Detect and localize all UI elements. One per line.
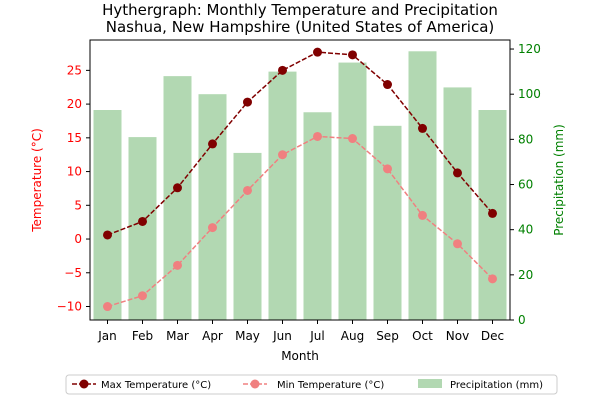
left-axis-label: Temperature (°C) (30, 128, 44, 233)
max-temp-point-jul (313, 47, 322, 57)
max-temp-point-may (243, 97, 252, 107)
min-temp-point-may (243, 185, 252, 195)
min-temp-point-oct (418, 210, 427, 220)
max-temp-point-oct (418, 123, 427, 133)
month-tick-label: Dec (481, 329, 504, 343)
precip-tick-label: 0 (518, 313, 526, 327)
legend-max-temp-label: Max Temperature (°C) (101, 380, 211, 391)
plot-frame (89, 39, 511, 321)
month-tick-label: Aug (341, 329, 364, 343)
month-tick-label: May (235, 329, 260, 343)
month-tick-label: Mar (166, 329, 189, 343)
max-temp-point-jan (103, 230, 112, 240)
x-axis-label: Month (281, 349, 319, 363)
month-tick-label: Sep (376, 329, 399, 343)
legend-max-temp-marker (79, 379, 89, 389)
temp-tick-label: 25 (67, 63, 82, 77)
min-temp-point-jun (278, 150, 287, 160)
max-temp-point-nov (453, 168, 462, 178)
precip-tick-label: 100 (518, 87, 541, 101)
precip-bar-nov (443, 87, 472, 320)
precip-bar-jun (268, 71, 297, 320)
max-temp-point-feb (138, 216, 147, 226)
precip-bar-may (233, 152, 262, 320)
min-temp-point-mar (173, 260, 182, 270)
right-axis-label: Precipitation (mm) (552, 124, 566, 236)
legend-precip-swatch (418, 379, 442, 388)
min-temp-point-dec (488, 274, 497, 284)
legend-precip-label: Precipitation (mm) (450, 380, 543, 391)
max-temp-line (107, 51, 494, 236)
precip-bar-aug (338, 62, 367, 320)
min-temp-point-aug (348, 134, 357, 144)
temperature-axis: −10 −5 0 5 10 15 20 25 (57, 63, 90, 314)
month-axis: Jan Feb Mar Apr May Jun Jul Aug Sep Oct Nov Dec (97, 320, 504, 343)
precip-bar-sep (373, 125, 402, 320)
legend-min-temp-marker (250, 379, 260, 389)
temp-tick-label: 0 (74, 232, 82, 246)
chart-title-line2: Nashua, New Hampshire (United States of … (106, 18, 495, 36)
min-temp-point-nov (453, 239, 462, 249)
precip-bar-jan (93, 110, 122, 320)
min-temp-point-apr (208, 223, 217, 233)
precip-tick-label: 40 (518, 223, 533, 237)
max-temp-point-jun (278, 65, 287, 75)
month-tick-label: Jan (97, 329, 117, 343)
precip-bar-oct (408, 51, 437, 321)
min-temp-line (107, 135, 494, 308)
min-temp-point-jan (103, 302, 112, 312)
precip-bar-feb (128, 137, 157, 320)
max-temp-point-dec (488, 208, 497, 218)
temp-tick-label: 5 (74, 198, 82, 212)
precip-bar-mar (163, 76, 192, 321)
precipitation-axis: 0 20 40 60 80 100 120 (510, 42, 541, 327)
precip-bar-jul (303, 112, 332, 321)
max-temp-point-aug (348, 50, 357, 60)
month-tick-label: Jul (309, 329, 324, 343)
month-tick-label: Apr (202, 329, 223, 343)
temp-tick-label: 20 (67, 97, 82, 111)
min-temp-point-sep (383, 164, 392, 174)
temperature-lines (103, 47, 497, 312)
min-temp-point-jul (313, 131, 322, 141)
precip-tick-label: 60 (518, 178, 533, 192)
chart-legend: Max Temperature (°C) Min Temperature (°C… (65, 374, 558, 395)
temp-tick-label: −10 (57, 300, 82, 314)
precipitation-bars (93, 51, 507, 321)
max-temp-point-mar (173, 183, 182, 193)
month-tick-label: Feb (132, 329, 153, 343)
precip-tick-label: 80 (518, 132, 533, 146)
month-tick-label: Nov (446, 329, 469, 343)
chart-title-line1: Hythergraph: Monthly Temperature and Pre… (102, 1, 498, 19)
month-tick-label: Oct (412, 329, 433, 343)
precip-tick-label: 20 (518, 268, 533, 282)
legend-min-temp-label: Min Temperature (°C) (277, 380, 384, 391)
temp-tick-label: −5 (64, 266, 82, 280)
precip-bar-apr (198, 94, 227, 321)
max-temp-point-sep (383, 80, 392, 90)
temp-tick-label: 15 (67, 131, 82, 145)
month-tick-label: Jun (272, 329, 292, 343)
precip-tick-label: 120 (518, 42, 541, 56)
min-temp-point-feb (138, 291, 147, 301)
temp-tick-label: 10 (67, 165, 82, 179)
max-temp-point-apr (208, 139, 217, 149)
